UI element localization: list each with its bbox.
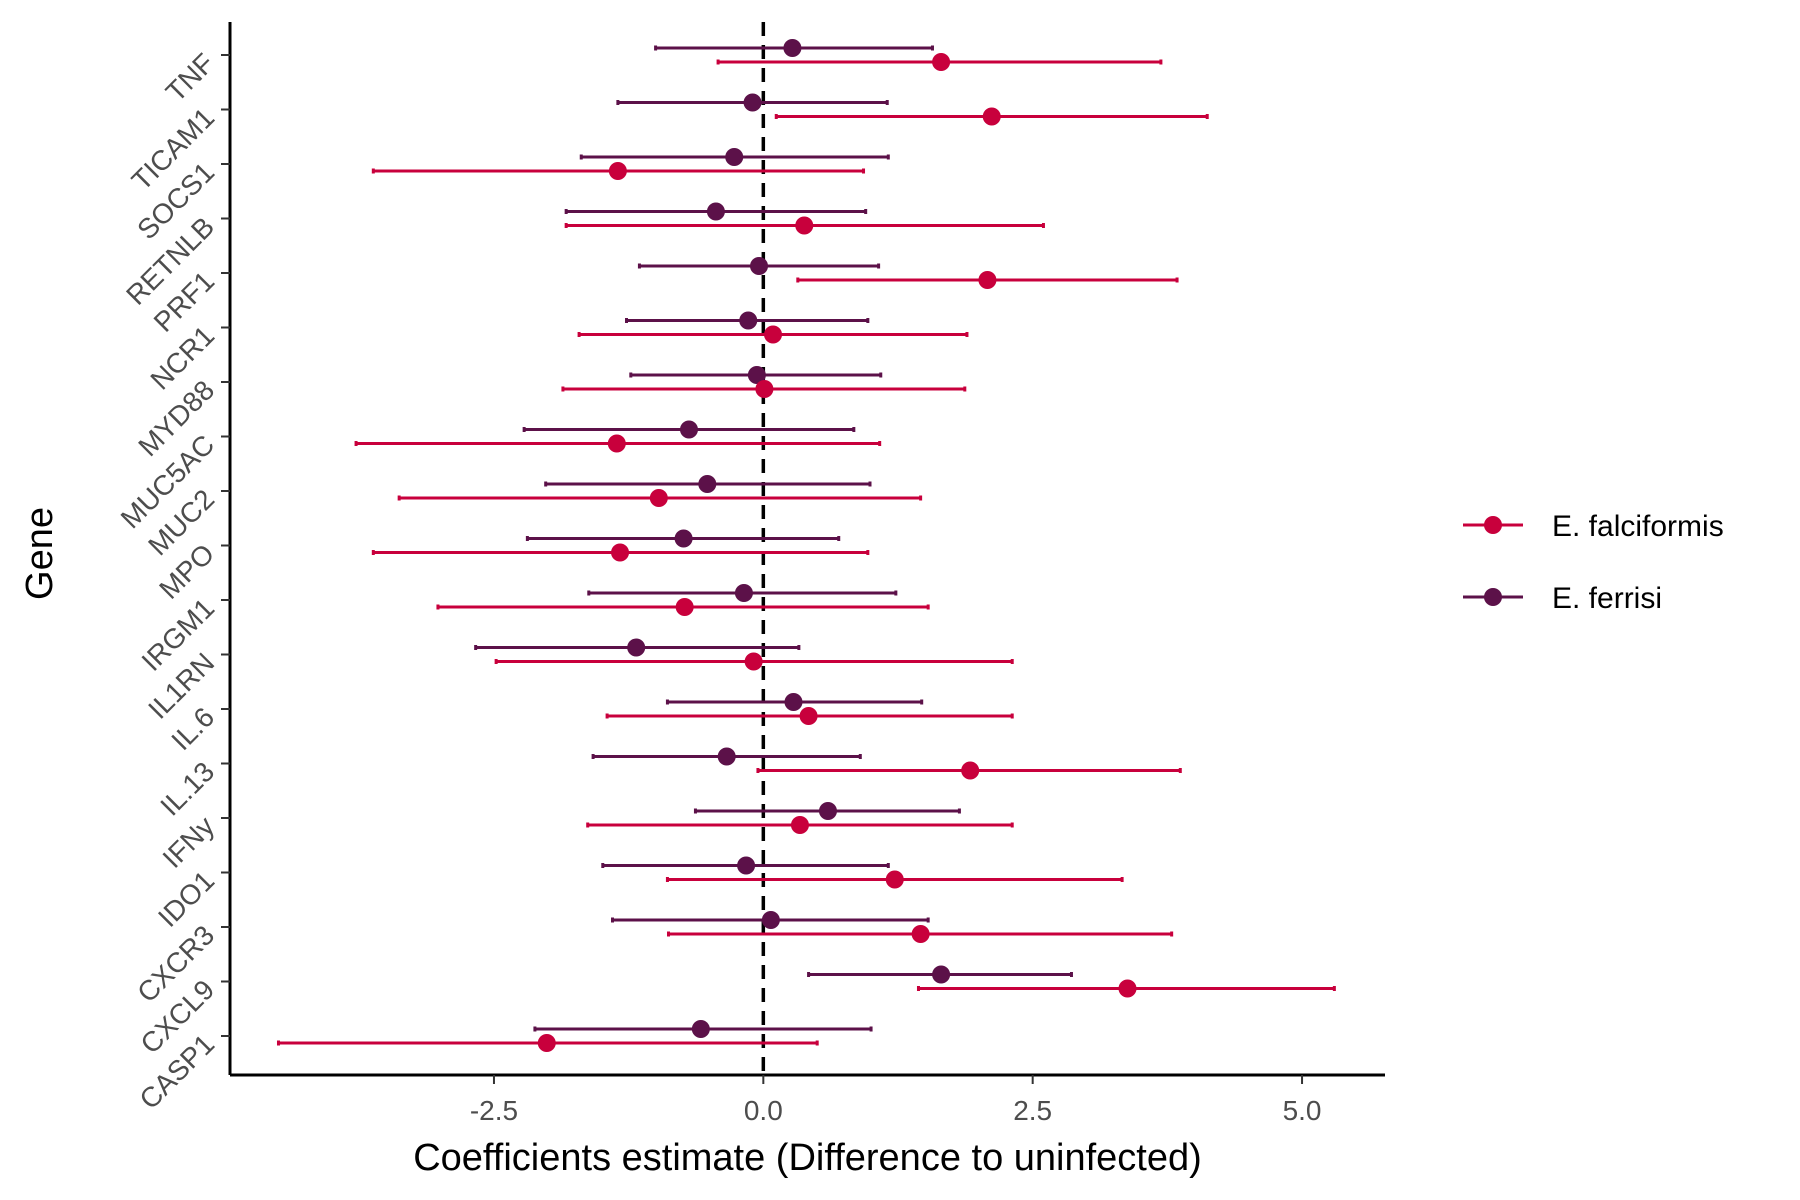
estimate-point — [799, 707, 818, 725]
estimate-point — [750, 257, 769, 275]
estimate-point — [725, 148, 744, 166]
estimate-point — [674, 529, 693, 548]
estimate-point — [784, 693, 803, 711]
estimate-point — [932, 965, 951, 984]
estimate-point — [911, 925, 930, 943]
legend-key-point — [1484, 588, 1502, 606]
estimate-point — [755, 380, 774, 398]
estimate-point — [818, 802, 837, 820]
legend-key-point — [1484, 516, 1502, 534]
estimate-point — [744, 652, 763, 671]
x-tick-label: 0.0 — [744, 1095, 783, 1126]
series-group — [276, 53, 1336, 1052]
plot-area — [276, 22, 1336, 1075]
estimate-point — [675, 598, 694, 616]
x-tick-label: 5.0 — [1283, 1095, 1322, 1126]
estimate-point — [691, 1020, 710, 1038]
estimate-point — [649, 489, 668, 507]
estimate-point — [743, 93, 762, 112]
estimate-point — [698, 475, 717, 493]
estimate-point — [537, 1034, 556, 1052]
estimate-point — [978, 271, 997, 289]
estimate-point — [790, 816, 809, 834]
estimate-point — [737, 856, 756, 875]
estimate-point — [885, 870, 904, 889]
legend: E. falciformis E. ferrisi — [1463, 510, 1724, 615]
estimate-point — [747, 366, 766, 384]
estimate-point — [795, 216, 814, 235]
estimate-point — [717, 747, 736, 766]
estimate-point — [932, 53, 951, 71]
legend-label: E. ferrisi — [1552, 582, 1662, 615]
x-axis-ticks: -2.5 0.0 2.5 5.0 — [470, 1075, 1322, 1126]
estimate-point — [961, 761, 980, 780]
estimate-point — [607, 434, 626, 453]
legend-label: E. falciformis — [1552, 510, 1724, 543]
estimate-point — [764, 325, 783, 344]
estimate-point — [761, 911, 780, 929]
estimate-point — [706, 202, 725, 221]
series-group — [474, 39, 1073, 1038]
estimate-point — [679, 420, 698, 439]
estimate-point — [734, 584, 753, 602]
x-axis-title: Coefficients estimate (Difference to uni… — [413, 1137, 1202, 1179]
estimate-point — [739, 311, 758, 330]
estimate-point — [1118, 979, 1137, 998]
estimate-point — [611, 543, 630, 562]
estimate-point — [627, 638, 646, 657]
y-axis-title: Gene — [19, 507, 61, 600]
estimate-point — [982, 107, 1001, 126]
estimate-point — [783, 39, 802, 57]
x-tick-label: 2.5 — [1013, 1095, 1052, 1126]
estimate-point — [608, 162, 627, 180]
x-tick-label: -2.5 — [470, 1095, 518, 1126]
